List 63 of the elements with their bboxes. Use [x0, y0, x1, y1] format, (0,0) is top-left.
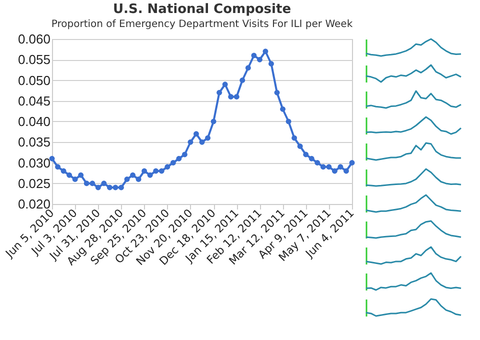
- point: [349, 160, 355, 166]
- y-tick-label: 0.060: [18, 32, 50, 46]
- point: [320, 164, 326, 170]
- point: [153, 168, 159, 174]
- point: [338, 164, 344, 170]
- point: [216, 90, 222, 96]
- point: [49, 156, 55, 162]
- point: [332, 168, 338, 174]
- point: [268, 61, 274, 66]
- y-tick-label: 0.025: [18, 176, 50, 191]
- point: [112, 184, 118, 190]
- point: [95, 184, 101, 190]
- point: [256, 56, 262, 62]
- point: [245, 65, 251, 71]
- point: [274, 90, 280, 96]
- point: [90, 180, 96, 186]
- y-tick-label: 0.050: [18, 72, 50, 88]
- point: [84, 180, 90, 186]
- point: [292, 135, 298, 141]
- y-tick-label: 0.045: [18, 93, 50, 108]
- point: [147, 172, 153, 178]
- point: [158, 168, 164, 174]
- y-tick-label: 0.055: [18, 52, 50, 68]
- point: [297, 144, 303, 149]
- y-tick-label: 0.035: [18, 134, 50, 150]
- point: [326, 164, 332, 170]
- point: [106, 184, 112, 190]
- point: [210, 118, 216, 124]
- point: [164, 164, 170, 170]
- point: [101, 180, 107, 186]
- point: [188, 139, 194, 145]
- point: [234, 94, 240, 100]
- point: [193, 131, 199, 137]
- point: [251, 52, 257, 58]
- point: [228, 94, 234, 100]
- point: [262, 48, 268, 54]
- point: [314, 160, 320, 166]
- point: [205, 135, 211, 141]
- point: [60, 168, 66, 174]
- point: [55, 164, 61, 170]
- point: [303, 152, 309, 158]
- y-tick-label: 0.040: [18, 114, 50, 129]
- point: [222, 82, 228, 88]
- point: [130, 172, 136, 178]
- point: [286, 118, 292, 124]
- point: [343, 168, 349, 174]
- point: [72, 176, 78, 182]
- point: [199, 139, 205, 145]
- point: [66, 172, 72, 178]
- chart-title: U.S. National Composite: [112, 2, 292, 17]
- point: [142, 168, 148, 174]
- point: [78, 172, 84, 178]
- point: [280, 106, 286, 112]
- point: [124, 176, 130, 182]
- point: [308, 156, 314, 162]
- y-tick-label: 0.030: [18, 155, 50, 170]
- point: [136, 176, 142, 182]
- chart-subtitle: Proportion of Emergency Department Visits For ILI per Week: [51, 19, 353, 30]
- point: [176, 156, 182, 162]
- point: [118, 184, 124, 190]
- point: [170, 160, 176, 166]
- point: [182, 152, 188, 158]
- point: [240, 78, 246, 83]
